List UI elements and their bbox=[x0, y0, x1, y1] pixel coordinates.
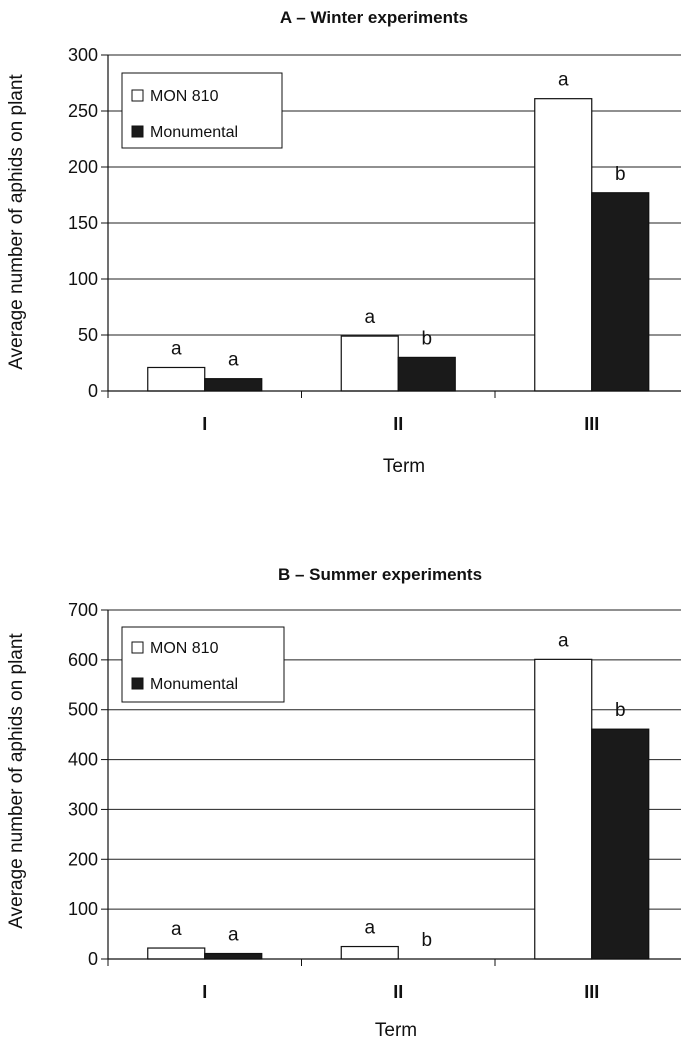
y-tick-label: 500 bbox=[68, 700, 98, 720]
significance-labels: a a a b a b bbox=[171, 70, 626, 371]
bars bbox=[147, 658, 650, 960]
data-label-monumental: a bbox=[228, 925, 239, 946]
x-tick-label: II bbox=[393, 414, 403, 434]
y-tick-label: 400 bbox=[68, 750, 98, 770]
legend-label-monumental: Monumental bbox=[150, 124, 238, 141]
bar-monumental bbox=[397, 356, 456, 392]
x-axis-label: Term bbox=[383, 456, 425, 477]
legend-swatch-monumental bbox=[131, 677, 144, 690]
y-axis-label: Average number of aphids on plant bbox=[6, 74, 27, 370]
data-label-monumental: b bbox=[615, 700, 626, 721]
legend-label-mon810: MON 810 bbox=[150, 640, 219, 657]
bar-mon810 bbox=[534, 658, 593, 960]
y-tick-label: 200 bbox=[68, 157, 98, 177]
y-tick-label: 0 bbox=[88, 381, 98, 401]
y-axis-label: Average number of aphids on plant bbox=[6, 633, 27, 929]
x-category-labels: I II III bbox=[202, 414, 599, 434]
data-label-monumental: b bbox=[421, 930, 432, 951]
y-tick-label: 300 bbox=[68, 45, 98, 65]
x-category-labels: I II III bbox=[202, 982, 599, 1002]
data-label-monumental: a bbox=[228, 350, 239, 371]
significance-labels: a a a b a b bbox=[171, 630, 626, 951]
x-tick-label: III bbox=[584, 414, 599, 434]
x-axis-label: Term bbox=[375, 1020, 417, 1041]
bar-mon810 bbox=[147, 947, 206, 960]
y-tick-labels: 0 100 200 300 400 500 600 700 bbox=[68, 600, 98, 969]
legend: MON 810 Monumental bbox=[121, 72, 283, 149]
axes bbox=[101, 54, 681, 398]
bar-monumental bbox=[204, 952, 263, 960]
y-tick-label: 100 bbox=[68, 269, 98, 289]
legend-label-monumental: Monumental bbox=[150, 676, 238, 693]
y-tick-label: 300 bbox=[68, 799, 98, 819]
data-label-mon810: a bbox=[171, 919, 182, 940]
data-label-monumental: b bbox=[615, 164, 626, 185]
y-tick-label: 150 bbox=[68, 213, 98, 233]
x-tick-label: I bbox=[202, 982, 207, 1002]
data-label-monumental: b bbox=[421, 328, 432, 349]
x-tick-label: I bbox=[202, 414, 207, 434]
chart-title: B – Summer experiments bbox=[278, 565, 482, 584]
y-tick-label: 700 bbox=[68, 600, 98, 620]
axes bbox=[101, 609, 681, 966]
x-tick-label: III bbox=[584, 982, 599, 1002]
bars bbox=[147, 98, 650, 392]
y-tick-labels: 0 50 100 150 200 250 300 bbox=[68, 45, 98, 401]
bar-mon810 bbox=[534, 98, 593, 392]
legend-swatch-monumental bbox=[131, 125, 144, 138]
bar-mon810 bbox=[340, 945, 399, 960]
legend-swatch-mon810 bbox=[131, 641, 144, 654]
data-label-mon810: a bbox=[364, 918, 375, 939]
y-tick-label: 200 bbox=[68, 849, 98, 869]
chart-panel-winter: A – Winter experiments 0 50 100 150 200 250 30… bbox=[6, 8, 681, 477]
legend-box bbox=[121, 626, 285, 703]
y-tick-label: 600 bbox=[68, 650, 98, 670]
data-label-mon810: a bbox=[558, 630, 569, 651]
data-label-mon810: a bbox=[171, 338, 182, 359]
bar-monumental bbox=[591, 728, 650, 960]
legend-box bbox=[121, 72, 283, 149]
bar-monumental bbox=[591, 192, 650, 392]
legend: MON 810 Monumental bbox=[121, 626, 285, 703]
x-tick-label: II bbox=[393, 982, 403, 1002]
bar-mon810 bbox=[147, 366, 206, 392]
chart-panel-summer: B – Summer experiments 0 100 200 300 400 500 6… bbox=[6, 565, 681, 1041]
y-tick-label: 250 bbox=[68, 101, 98, 121]
chart-title: A – Winter experiments bbox=[280, 8, 468, 27]
legend-swatch-mon810 bbox=[131, 89, 144, 102]
y-tick-label: 50 bbox=[78, 325, 98, 345]
y-tick-label: 0 bbox=[88, 949, 98, 969]
bar-monumental bbox=[204, 378, 263, 392]
y-tick-label: 100 bbox=[68, 899, 98, 919]
bar-mon810 bbox=[340, 335, 399, 392]
data-label-mon810: a bbox=[364, 307, 375, 328]
legend-label-mon810: MON 810 bbox=[150, 88, 219, 105]
data-label-mon810: a bbox=[558, 70, 569, 91]
